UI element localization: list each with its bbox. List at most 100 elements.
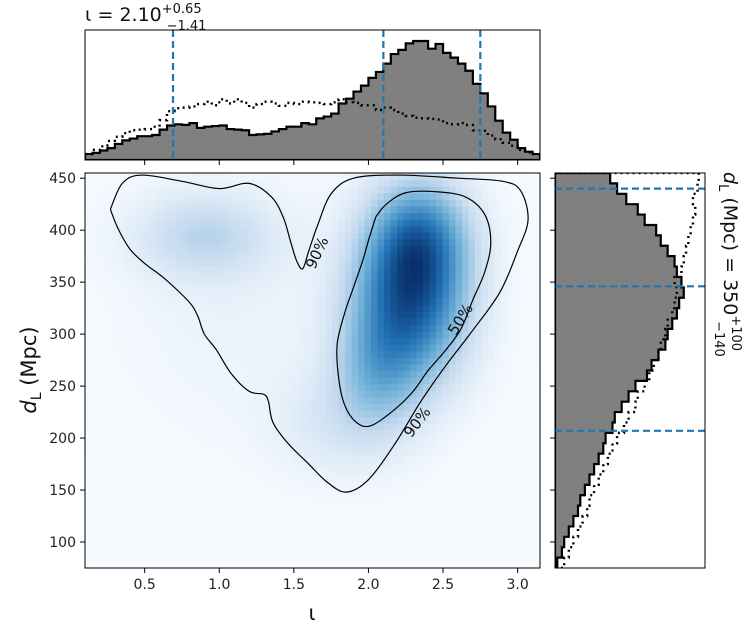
heatmap-cell [195, 390, 203, 398]
heatmap-cell [312, 350, 320, 358]
heatmap-cell [312, 252, 320, 260]
heatmap-cell [481, 344, 489, 352]
heatmap-cell [377, 535, 385, 543]
heatmap-cell [85, 456, 93, 464]
heatmap-cell [273, 475, 281, 484]
heatmap-cell [254, 535, 262, 543]
heatmap-cell [280, 311, 288, 319]
heatmap-cell [390, 173, 398, 181]
heatmap-cell [410, 469, 418, 477]
heatmap-cell [169, 245, 177, 253]
heatmap-cell [462, 278, 470, 286]
heatmap-cell [533, 449, 540, 457]
heatmap-cell [494, 377, 502, 385]
heatmap-cell [416, 561, 424, 568]
heatmap-cell [241, 403, 249, 411]
heatmap-cell [247, 462, 255, 470]
heatmap-cell [189, 383, 197, 391]
heatmap-cell [351, 317, 359, 326]
heatmap-cell [312, 528, 320, 536]
heatmap-cell [436, 489, 444, 497]
heatmap-cell [156, 502, 164, 510]
heatmap-cell [273, 311, 281, 319]
heatmap-cell [468, 548, 476, 556]
heatmap-cell [416, 205, 424, 214]
heatmap-cell [312, 258, 320, 266]
heatmap-cell [397, 363, 405, 372]
heatmap-cell [338, 410, 346, 418]
heatmap-cell [241, 508, 249, 516]
heatmap-cell [488, 212, 496, 220]
heatmap-cell [442, 232, 450, 240]
heatmap-cell [85, 278, 93, 286]
heatmap-cell [371, 317, 379, 326]
heatmap-cell [358, 515, 366, 523]
heatmap-cell [176, 521, 184, 530]
heatmap-cell [137, 482, 145, 490]
heatmap-cell [189, 469, 197, 477]
heatmap-cell [527, 489, 535, 497]
heatmap-cell [195, 271, 203, 279]
heatmap-cell [91, 344, 99, 352]
heatmap-cell [325, 324, 333, 332]
heatmap-cell [286, 561, 294, 568]
heatmap-cell [397, 403, 405, 411]
heatmap-cell [124, 462, 132, 470]
heatmap-cell [410, 363, 418, 372]
heatmap-cell [156, 548, 164, 556]
heatmap-cell [111, 508, 119, 516]
heatmap-cell [507, 225, 515, 233]
heatmap-cell [332, 225, 340, 233]
heatmap-cell [514, 291, 522, 299]
heatmap-cell [143, 548, 151, 556]
heatmap-cell [293, 271, 301, 279]
heatmap-cell [514, 462, 522, 470]
heatmap-cell [325, 482, 333, 490]
heatmap-cell [104, 238, 112, 247]
heatmap-cell [130, 515, 138, 523]
heatmap-cell [423, 238, 431, 247]
heatmap-cell [280, 548, 288, 556]
heatmap-cell [195, 489, 203, 497]
heatmap-cell [514, 528, 522, 536]
heatmap-cell [143, 528, 151, 536]
heatmap-cell [514, 554, 522, 563]
heatmap-cell [254, 311, 262, 319]
heatmap-cell [494, 436, 502, 444]
heatmap-cell [299, 317, 307, 326]
heatmap-cell [371, 278, 379, 286]
heatmap-cell [416, 363, 424, 372]
heatmap-cell [384, 258, 392, 266]
heatmap-cell [377, 489, 385, 497]
heatmap-cell [442, 331, 450, 339]
heatmap-cell [267, 442, 275, 451]
heatmap-cell [358, 212, 366, 220]
heatmap-cell [111, 436, 119, 444]
heatmap-cell [312, 383, 320, 391]
heatmap-cell [397, 554, 405, 563]
heatmap-cell [501, 298, 509, 306]
heatmap-cell [111, 396, 119, 405]
heatmap-cell [208, 508, 216, 516]
heatmap-cell [299, 344, 307, 352]
heatmap-cell [293, 284, 301, 293]
heatmap-cell [234, 495, 242, 503]
heatmap-cell [364, 179, 372, 187]
heatmap-cell [494, 449, 502, 457]
heatmap-cell [429, 469, 437, 477]
heatmap-cell [293, 232, 301, 240]
heatmap-cell [494, 515, 502, 523]
heatmap-cell [384, 225, 392, 233]
heatmap-cell [137, 219, 145, 227]
heatmap-cell [449, 258, 457, 266]
heatmap-cell [273, 324, 281, 332]
heatmap-cell [156, 482, 164, 490]
heatmap-cell [234, 291, 242, 299]
heatmap-cell [403, 271, 411, 279]
heatmap-cell [351, 482, 359, 490]
heatmap-cell [195, 199, 203, 207]
heatmap-cell [208, 350, 216, 358]
heatmap-cell [338, 252, 346, 260]
heatmap-cell [260, 212, 268, 220]
heatmap-cell [85, 173, 93, 181]
